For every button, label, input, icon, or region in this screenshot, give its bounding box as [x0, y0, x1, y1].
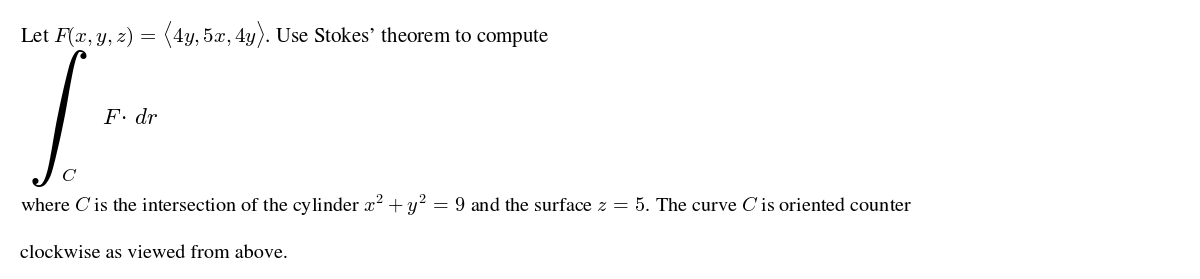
Text: Let $F(x, y, z)\, =\, \langle 4y, 5x, 4y\rangle$. Use Stokes’ theorem to compute: Let $F(x, y, z)\, =\, \langle 4y, 5x, 4y…: [20, 20, 550, 50]
Text: $\int$: $\int$: [28, 48, 88, 189]
Text: $C$: $C$: [61, 167, 78, 185]
Text: clockwise as viewed from above.: clockwise as viewed from above.: [20, 245, 288, 262]
Text: $F \cdot\, dr$: $F \cdot\, dr$: [102, 108, 158, 129]
Text: where $C$ is the intersection of the cylinder $x^2 + y^2\, =\, 9$ and the surfac: where $C$ is the intersection of the cyl…: [20, 192, 913, 218]
